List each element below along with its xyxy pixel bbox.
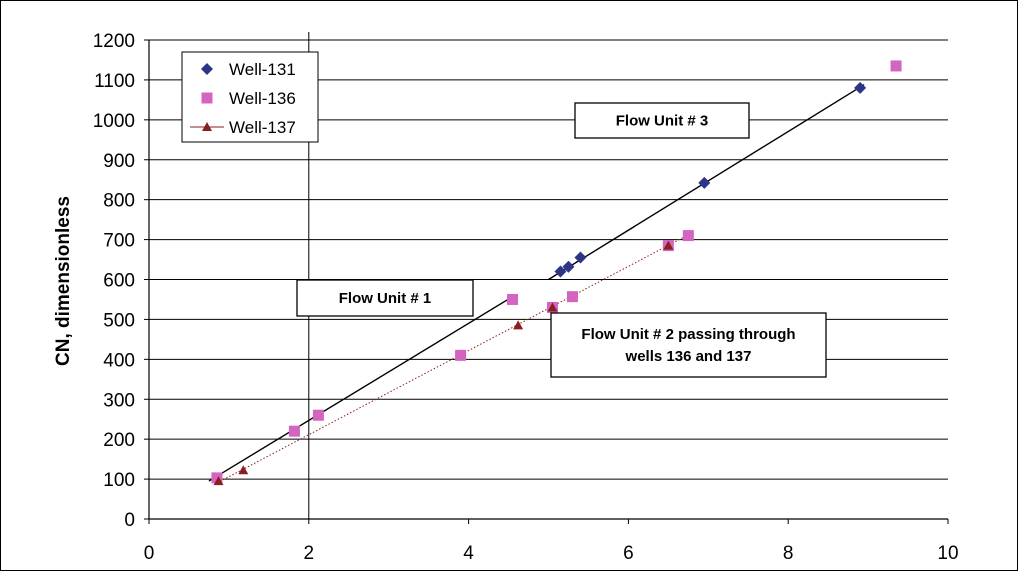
x-tick-label: 2 [304,543,315,564]
y-tick-label: 1000 [93,111,135,132]
annotation-label: Flow Unit # 2 passing through [581,326,795,343]
annotation-box [550,312,827,378]
y-tick-label: 0 [124,510,135,531]
legend-label: Well-131 [229,60,296,79]
legend-marker [201,92,213,104]
annotation-box [296,279,474,317]
data-point-well-131 [554,265,567,278]
y-tick-label: 100 [103,470,135,491]
data-point-well-131 [574,251,587,264]
data-point-well-137 [513,320,524,330]
y-tick-label: 1100 [94,71,135,92]
data-point-well-137 [663,240,674,250]
data-point-well-131 [854,81,867,94]
y-tick-label: 1200 [93,31,135,52]
x-tick-label: 10 [937,543,958,564]
annotation-box [574,102,750,139]
legend-label: Well-137 [229,118,296,137]
y-tick-label: 800 [103,191,135,212]
y-tick-label: 300 [103,390,135,411]
trendline [216,234,689,484]
y-tick-label: 700 [103,231,135,252]
x-tick-label: 4 [463,543,474,564]
y-tick-label: 200 [103,430,135,451]
y-tick-label: 600 [103,271,135,292]
legend-marker [202,122,212,131]
data-point-well-136 [682,230,694,242]
data-point-well-136 [566,291,578,303]
y-tick-label: 900 [103,151,135,172]
x-tick-label: 8 [783,543,794,564]
y-axis-label: CN, dimensionless [53,196,74,366]
data-point-well-136 [890,60,902,72]
data-point-well-136 [507,293,519,305]
data-point-well-137 [213,476,224,486]
data-point-well-137 [238,465,249,475]
y-tick-label: 500 [103,310,135,331]
data-point-well-136 [455,349,467,361]
data-point-well-131 [698,176,711,189]
x-tick-label: 0 [144,543,155,564]
x-tick-label: 6 [623,543,634,564]
annotation-label: Flow Unit # 3 [616,113,709,130]
annotation-label: Flow Unit # 1 [339,290,432,307]
y-tick-label: 400 [103,350,135,371]
data-point-well-136 [211,472,223,484]
data-point-well-136 [288,425,300,437]
data-point-well-137 [547,302,558,312]
legend-label: Well-136 [229,89,296,108]
data-point-well-131 [562,260,575,273]
legend-marker [201,63,213,75]
trendline [208,296,513,482]
annotation-label: wells 136 and 137 [625,348,752,365]
data-point-well-136 [312,409,324,421]
